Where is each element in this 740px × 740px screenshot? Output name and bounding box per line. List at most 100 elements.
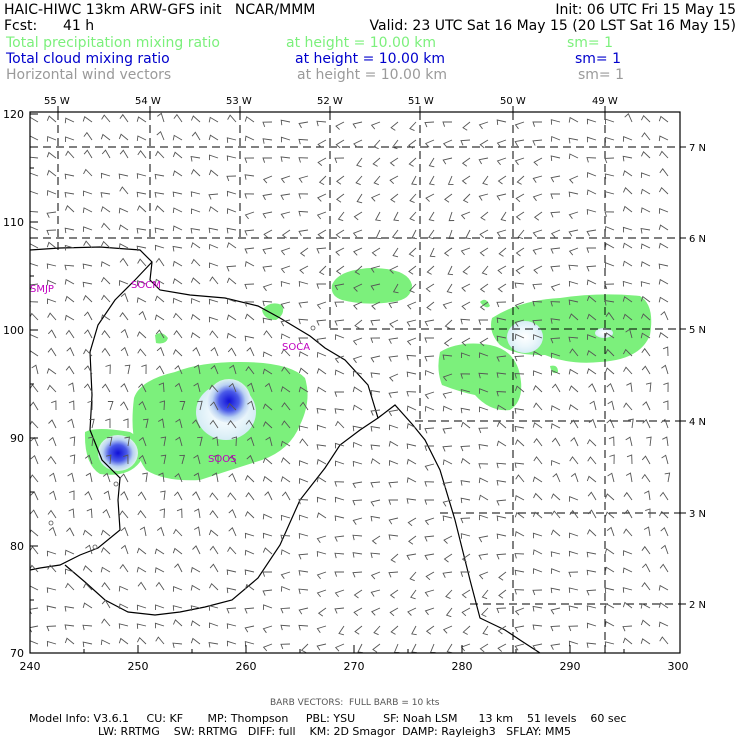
wind-barb bbox=[65, 638, 74, 644]
wind-barb bbox=[642, 133, 650, 140]
wind-barb bbox=[335, 536, 344, 542]
wind-barb bbox=[317, 513, 326, 518]
wind-barb bbox=[160, 509, 165, 518]
weather-map: SMJP SOCM SOCA SOOS 55 W 54 W 53 bbox=[0, 0, 740, 740]
longitude-labels: 55 W 54 W 53 W 52 W 51 W 50 W 49 W bbox=[44, 96, 618, 107]
wind-barb bbox=[101, 567, 110, 572]
wind-barb bbox=[497, 422, 506, 428]
wind-barb bbox=[443, 406, 452, 411]
wind-barb bbox=[515, 570, 524, 575]
wind-barb bbox=[605, 158, 614, 163]
wind-barb bbox=[227, 334, 236, 339]
wind-barb bbox=[228, 547, 237, 554]
wind-barb bbox=[641, 282, 650, 287]
wind-barb bbox=[353, 122, 362, 128]
wind-barb bbox=[427, 266, 434, 274]
wind-barb bbox=[623, 137, 632, 142]
wind-barb bbox=[47, 264, 56, 269]
wind-barb bbox=[498, 644, 506, 652]
wind-barb bbox=[411, 590, 416, 599]
wind-barb bbox=[659, 297, 668, 302]
wind-barb bbox=[121, 492, 128, 500]
wind-barb bbox=[569, 572, 578, 577]
wind-barb bbox=[121, 348, 128, 356]
wind-barb bbox=[479, 445, 488, 450]
wind-barb bbox=[569, 386, 578, 392]
wind-barb bbox=[605, 174, 614, 179]
wind-barb bbox=[533, 386, 542, 392]
wind-barb bbox=[70, 455, 75, 464]
wind-barb bbox=[138, 151, 146, 158]
wind-barb bbox=[605, 549, 614, 554]
wind-barb bbox=[48, 457, 56, 464]
wind-barb bbox=[101, 530, 110, 536]
wind-barb bbox=[173, 587, 182, 592]
y-tick-label: 110 bbox=[3, 216, 24, 229]
lat-label: 3 N bbox=[689, 509, 706, 520]
wind-barb bbox=[48, 511, 56, 519]
wind-barb bbox=[497, 608, 506, 613]
wind-barb bbox=[480, 572, 488, 579]
wind-barb bbox=[281, 625, 290, 630]
wind-barb bbox=[137, 605, 146, 610]
wind-barb bbox=[551, 176, 560, 182]
wind-barb bbox=[534, 494, 543, 501]
wind-barb bbox=[210, 623, 219, 628]
wind-barb bbox=[174, 492, 182, 500]
wind-barb bbox=[139, 312, 146, 320]
wind-barb bbox=[429, 230, 434, 239]
wind-barb bbox=[263, 139, 272, 144]
wind-barb bbox=[426, 608, 435, 615]
wind-barb bbox=[30, 385, 38, 392]
wind-barb bbox=[533, 423, 542, 428]
wind-barb bbox=[173, 549, 182, 555]
wind-barb bbox=[173, 246, 182, 251]
wind-barb bbox=[353, 387, 362, 392]
wind-barb bbox=[425, 407, 434, 412]
wind-barb bbox=[551, 626, 560, 631]
wind-barb bbox=[209, 245, 218, 250]
wind-barb bbox=[483, 626, 488, 635]
wind-barb bbox=[227, 570, 236, 575]
wind-barb bbox=[516, 608, 524, 615]
station-soos: SOOS bbox=[208, 454, 236, 465]
wind-barb bbox=[336, 644, 344, 651]
wind-barb bbox=[317, 121, 326, 126]
wind-barb bbox=[590, 401, 596, 410]
wind-barb bbox=[426, 572, 434, 580]
wind-barb bbox=[263, 477, 272, 482]
wind-barb bbox=[317, 409, 326, 414]
wind-barb bbox=[193, 546, 201, 554]
wind-barb bbox=[461, 459, 470, 464]
wind-barb bbox=[211, 348, 218, 356]
wind-barb bbox=[623, 588, 632, 593]
wind-barb bbox=[587, 137, 596, 142]
wind-barb bbox=[623, 568, 632, 573]
wind-barb bbox=[662, 455, 668, 464]
lat-label: 4 N bbox=[689, 417, 706, 428]
wind-barb bbox=[533, 248, 542, 255]
wind-barb bbox=[155, 193, 164, 198]
wind-barb bbox=[479, 495, 488, 500]
wind-barb bbox=[605, 368, 614, 374]
wind-barb bbox=[121, 528, 128, 536]
wind-barb bbox=[463, 176, 471, 184]
wind-barb bbox=[497, 441, 506, 446]
wind-barb bbox=[533, 606, 542, 611]
wind-barb bbox=[533, 550, 542, 555]
wind-barb bbox=[425, 536, 434, 541]
wind-barb bbox=[660, 169, 668, 176]
wind-barb bbox=[227, 209, 236, 214]
wind-barb bbox=[245, 262, 254, 267]
wind-barb bbox=[227, 315, 236, 320]
wind-barb bbox=[317, 552, 326, 557]
wind-barb bbox=[407, 499, 416, 504]
wind-barb bbox=[641, 189, 650, 194]
wind-barb bbox=[209, 584, 218, 590]
wind-barb bbox=[497, 194, 506, 200]
wind-barb bbox=[83, 282, 92, 287]
wind-barb bbox=[624, 367, 633, 374]
wind-barb bbox=[394, 212, 399, 221]
wind-barb bbox=[587, 280, 596, 285]
wind-barb bbox=[66, 151, 74, 158]
